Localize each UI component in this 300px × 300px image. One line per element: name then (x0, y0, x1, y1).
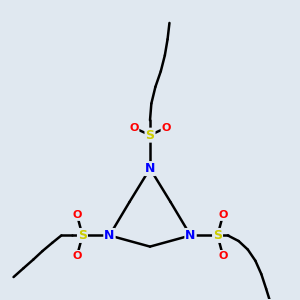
Text: O: O (218, 210, 228, 220)
Text: S: S (78, 229, 87, 242)
Text: S: S (213, 229, 222, 242)
Text: O: O (72, 210, 82, 220)
Text: S: S (146, 129, 154, 142)
Text: O: O (72, 251, 82, 261)
Text: O: O (218, 251, 228, 261)
Text: O: O (129, 123, 139, 133)
Text: O: O (161, 123, 171, 133)
Text: N: N (104, 229, 115, 242)
Text: N: N (145, 162, 155, 175)
Text: N: N (185, 229, 196, 242)
